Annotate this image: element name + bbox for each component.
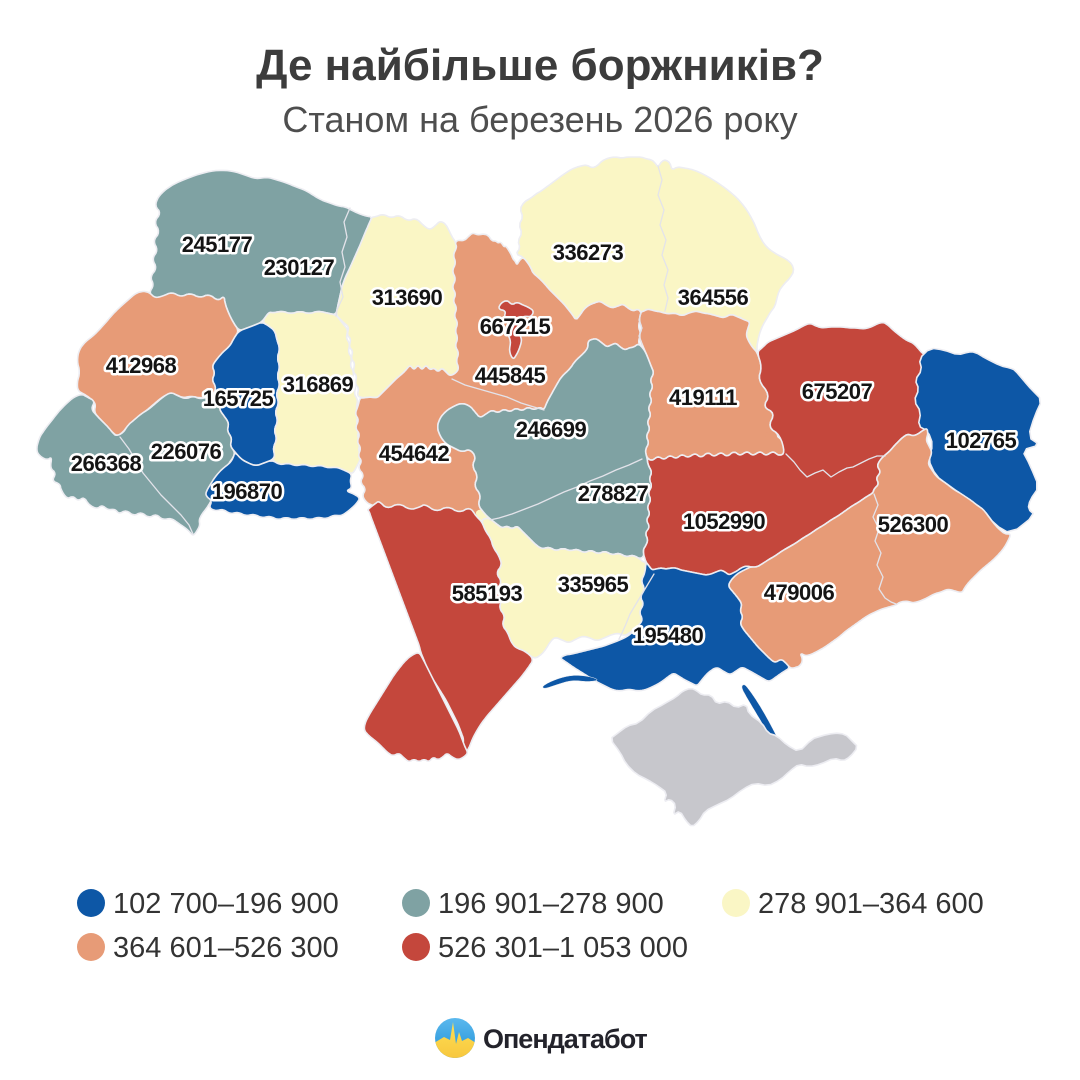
svg-text:196870: 196870 <box>212 479 283 504</box>
svg-text:675207: 675207 <box>802 379 873 404</box>
svg-text:278827: 278827 <box>578 481 649 506</box>
svg-text:246699: 246699 <box>516 417 587 442</box>
svg-text:102765: 102765 <box>946 428 1017 453</box>
svg-text:278 901–364 600: 278 901–364 600 <box>758 888 984 920</box>
svg-text:165725: 165725 <box>203 386 274 411</box>
svg-text:364 601–526 300: 364 601–526 300 <box>113 932 339 964</box>
svg-text:412968: 412968 <box>106 353 177 378</box>
svg-text:1052990: 1052990 <box>683 509 765 534</box>
svg-text:364556: 364556 <box>678 285 749 310</box>
svg-text:336273: 336273 <box>553 240 624 265</box>
svg-text:526300: 526300 <box>878 512 949 537</box>
svg-text:667215: 667215 <box>480 314 551 339</box>
svg-text:454642: 454642 <box>379 441 450 466</box>
svg-text:226076: 226076 <box>151 439 222 464</box>
svg-text:102 700–196 900: 102 700–196 900 <box>113 888 339 920</box>
svg-text:230127: 230127 <box>264 255 335 280</box>
svg-text:419111: 419111 <box>669 385 737 410</box>
svg-text:316869: 316869 <box>283 372 354 397</box>
svg-text:585193: 585193 <box>452 581 523 606</box>
svg-text:195480: 195480 <box>633 623 704 648</box>
svg-text:Опендатабот: Опендатабот <box>483 1024 648 1054</box>
svg-text:526 301–1 053 000: 526 301–1 053 000 <box>438 932 688 964</box>
svg-text:313690: 313690 <box>372 285 443 310</box>
svg-text:196 901–278 900: 196 901–278 900 <box>438 888 664 920</box>
svg-text:335965: 335965 <box>558 572 629 597</box>
svg-text:445845: 445845 <box>475 363 546 388</box>
svg-text:245177: 245177 <box>182 232 253 257</box>
svg-text:479006: 479006 <box>764 580 835 605</box>
svg-text:266368: 266368 <box>71 451 142 476</box>
